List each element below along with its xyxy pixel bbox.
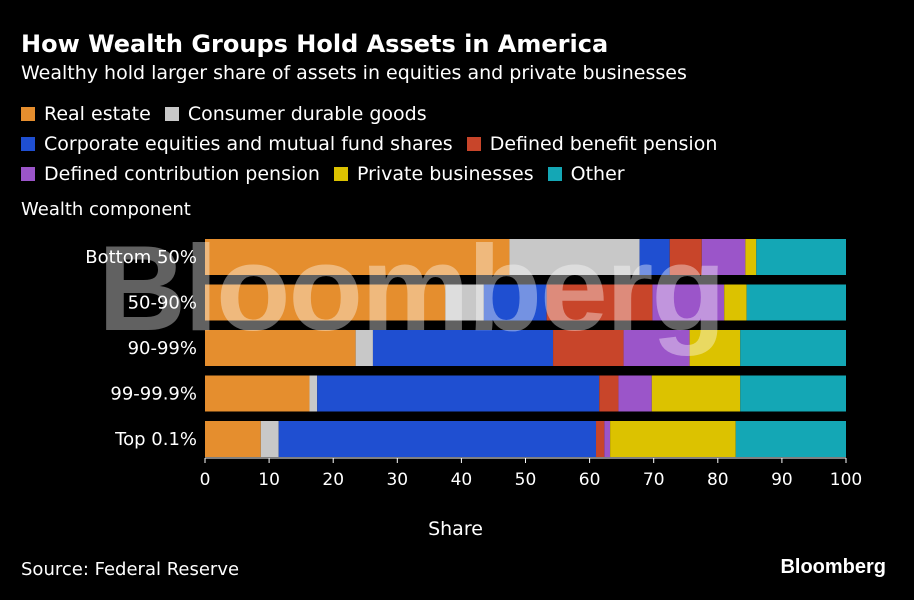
x-tick-label: 50 — [515, 470, 537, 490]
bar-segment — [610, 421, 736, 457]
legend-swatch — [547, 167, 562, 181]
source-note: Source: Federal Reserve — [21, 559, 240, 580]
legend-swatch — [21, 137, 35, 151]
bloomberg-logo: Bloomberg — [780, 556, 886, 578]
category-label: Top 0.1% — [114, 429, 197, 450]
bar-segment — [205, 330, 356, 366]
chart-subtitle: Wealthy hold larger share of assets in e… — [21, 62, 687, 84]
bar-segment — [701, 239, 746, 275]
legend-label: Real estate — [44, 103, 151, 125]
bar-segment — [205, 284, 446, 321]
x-tick-label: 0 — [200, 470, 211, 490]
bar-segment — [205, 421, 261, 457]
x-tick-label: 100 — [830, 470, 862, 490]
bar-segment — [618, 375, 652, 412]
chart-title: How Wealth Groups Hold Assets in America — [21, 30, 609, 58]
bar-segment — [309, 375, 318, 412]
bar-segment — [599, 375, 619, 412]
bar-segment — [639, 239, 670, 275]
legend-label: Other — [570, 163, 625, 185]
category-label: 99-99.9% — [110, 384, 197, 405]
y-axis-title: Wealth component — [21, 199, 191, 220]
bar-segment — [483, 284, 547, 321]
legend-swatch — [333, 167, 348, 181]
bar-segment — [317, 375, 600, 412]
x-tick-label: 70 — [643, 470, 665, 490]
legend-swatch — [466, 137, 481, 151]
bar-segment — [740, 375, 846, 412]
legend-swatch — [164, 107, 179, 121]
legend-label: Defined contribution pension — [44, 163, 320, 185]
bar-segment — [445, 284, 484, 321]
bar-segment — [756, 239, 846, 275]
legend: Real estate Consumer durable goods Corpo… — [21, 103, 901, 185]
category-label: 50-90% — [128, 293, 197, 314]
bar-segment — [553, 330, 624, 366]
legend-swatch — [21, 167, 35, 181]
x-tick-label: 10 — [258, 470, 280, 490]
x-axis-title: Share — [428, 518, 483, 540]
x-tick-label: 20 — [322, 470, 344, 490]
legend-label: Private businesses — [356, 163, 534, 185]
bar-segment — [724, 284, 747, 321]
bar-segment — [652, 284, 725, 321]
bar-segment — [205, 239, 510, 275]
x-tick-label: 90 — [771, 470, 793, 490]
bar-segment — [546, 284, 653, 321]
category-label: Bottom 50% — [85, 247, 197, 268]
x-tick-label: 40 — [451, 470, 473, 490]
legend-item-real-estate: Real estate — [21, 103, 151, 125]
bar-segment — [745, 239, 757, 275]
bar-segment — [604, 421, 611, 457]
legend-label: Consumer durable goods — [187, 103, 427, 125]
legend-item-private-businesses: Private businesses — [333, 163, 534, 185]
bar-segment — [372, 330, 554, 366]
bar-segment — [260, 421, 279, 457]
legend-label: Defined benefit pension — [489, 133, 718, 155]
legend-item-corporate-equities: Corporate equities and mutual fund share… — [21, 133, 453, 155]
bar-segment — [746, 284, 846, 321]
x-tick-label: 60 — [579, 470, 601, 490]
bar-segment — [689, 330, 741, 366]
bar-segment — [205, 375, 310, 412]
legend-item-consumer-durable-goods: Consumer durable goods — [164, 103, 427, 125]
legend-item-defined-contribution-pension: Defined contribution pension — [21, 163, 320, 185]
category-label: 90-99% — [128, 338, 197, 359]
x-tick-label: 80 — [707, 470, 729, 490]
x-tick-label: 30 — [386, 470, 408, 490]
legend-swatch — [21, 107, 35, 121]
legend-item-defined-benefit-pension: Defined benefit pension — [466, 133, 718, 155]
bar-segment — [596, 421, 605, 457]
bar-segment — [509, 239, 640, 275]
bar-segment — [355, 330, 373, 366]
bar-segment — [669, 239, 702, 275]
legend-label: Corporate equities and mutual fund share… — [44, 133, 453, 155]
bar-segment — [740, 330, 846, 366]
bar-segment — [651, 375, 741, 412]
bar-segment — [735, 421, 846, 457]
legend-item-other: Other — [547, 163, 625, 185]
bar-segment — [278, 421, 597, 457]
bar-segment — [623, 330, 690, 366]
